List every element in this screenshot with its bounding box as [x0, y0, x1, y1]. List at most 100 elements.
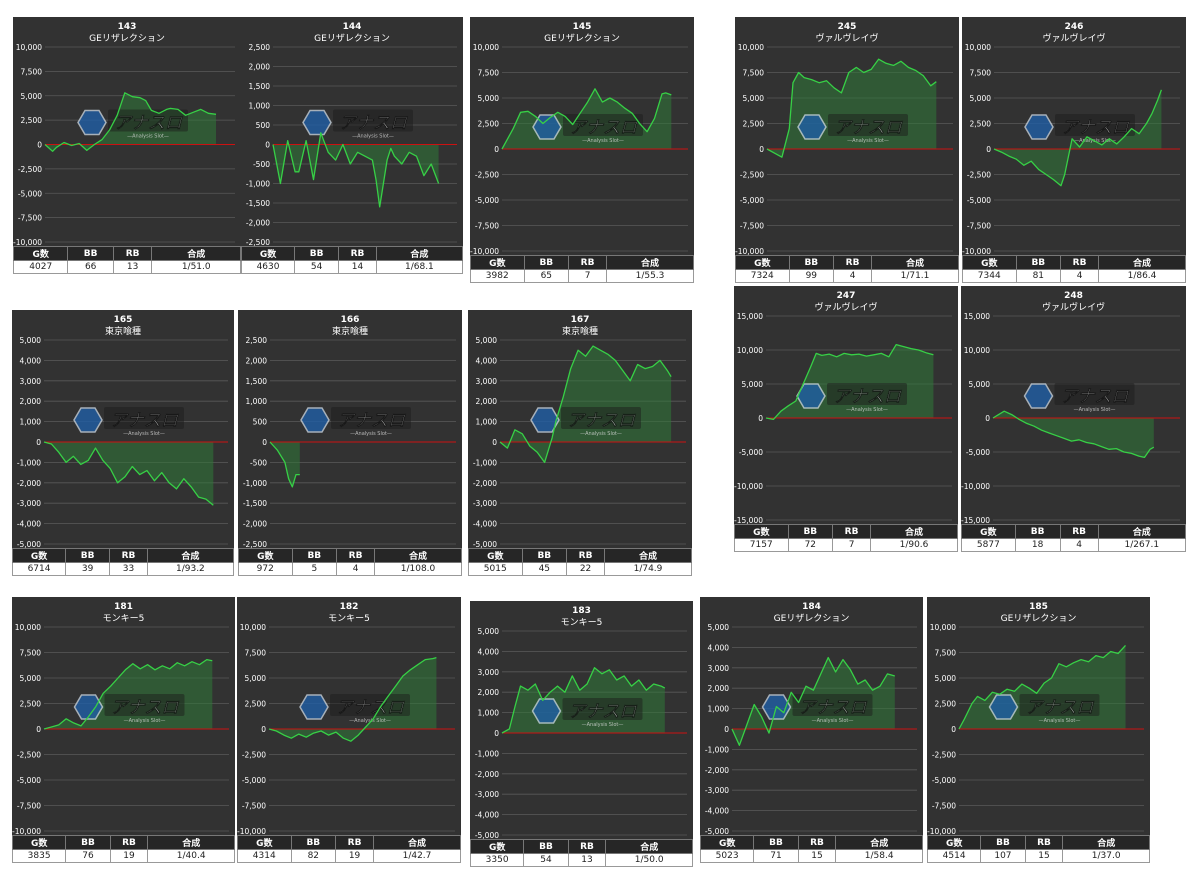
- machine-name: GEリザレクション: [544, 33, 620, 44]
- y-tick-label: -2,500: [967, 171, 991, 180]
- y-tick-label: 10,000: [738, 43, 764, 52]
- watermark-tagline: —Analysis Slot—: [812, 718, 854, 724]
- series-line: [501, 667, 666, 734]
- stats-table: G数 BB RB 合成 5015 45 22 1/74.9: [468, 548, 692, 576]
- stats-header-rb: RB: [797, 835, 837, 850]
- stats-header-rb: RB: [112, 246, 153, 261]
- stats-header-bb: BB: [523, 255, 570, 270]
- y-tick-label: -7,500: [740, 222, 764, 231]
- y-tick-label: 5,000: [20, 674, 42, 683]
- y-tick-label: -5,000: [475, 196, 499, 205]
- series-line: [958, 644, 1126, 730]
- y-tick-label: -2,000: [246, 219, 270, 228]
- stats-header-bb: BB: [290, 835, 337, 850]
- series-area: [273, 132, 439, 207]
- watermark-brand: アナスロ: [111, 698, 180, 718]
- y-tick-label: -10,000: [13, 238, 42, 246]
- stats-value-games: 4027: [12, 260, 69, 274]
- stats-header-ratio: 合成: [606, 255, 694, 270]
- stats-value-games: 5015: [468, 562, 523, 576]
- y-tick-label: 2,500: [249, 43, 271, 52]
- stats-header-games: G数: [962, 255, 1017, 270]
- series-area: [500, 346, 672, 463]
- stats-value-ratio: 1/108.0: [374, 562, 462, 576]
- y-tick-label: -10,000: [927, 827, 956, 835]
- stats-header-bb: BB: [291, 548, 338, 563]
- y-tick-label: 2,500: [246, 336, 268, 345]
- machine-name: GEリザレクション: [774, 613, 850, 624]
- chart-panel-165: 165 東京喰種 5,000 4,000 3,000 2,000 1,000 0 -1,000 -…: [11, 310, 235, 576]
- y-tick-label: -1,500: [243, 499, 267, 508]
- y-tick-label: 15,000: [737, 312, 763, 321]
- y-tick-label: 3,000: [20, 377, 42, 386]
- stats-table: G数 BB RB 合成 972 5 4 1/108.0: [238, 548, 462, 576]
- watermark-logo: アナスロ—Analysis Slot—: [300, 407, 411, 437]
- unit-number: 246: [1065, 22, 1084, 32]
- series-area: [269, 657, 437, 742]
- stats-header-games: G数: [237, 835, 292, 850]
- stats-value-rb: 4: [1059, 538, 1099, 552]
- y-tick-label: 7,500: [21, 67, 43, 76]
- stats-header-bb: BB: [65, 835, 111, 850]
- stats-header-games: G数: [11, 835, 67, 850]
- y-tick-label: 0: [37, 141, 42, 150]
- stats-table: G数 BB RB 合成 7157 72 7 1/90.6: [734, 524, 958, 552]
- watermark-tagline: —Analysis Slot—: [350, 431, 392, 437]
- y-tick-label: 5,000: [21, 92, 43, 101]
- y-tick-label: -10,000: [237, 827, 266, 835]
- stats-value-rb: 14: [338, 260, 377, 274]
- stats-table: G数 BB RB 合成 4514 107 15 1/37.0: [926, 835, 1150, 863]
- y-tick-label: -1,000: [246, 180, 270, 189]
- stats-value-bb: 99: [788, 269, 835, 283]
- stats-header-rb: RB: [833, 255, 873, 270]
- watermark-logo: アナスロ—Analysis Slot—: [761, 694, 873, 724]
- series-line: [269, 441, 300, 488]
- y-tick-label: 10,000: [15, 623, 41, 632]
- stats-value-rb: 22: [566, 562, 606, 576]
- stats-value-bb: 39: [65, 562, 111, 576]
- unit-number: 144: [343, 22, 362, 32]
- stats-table: G数 BB RB 合成 7344 81 4 1/86.4: [962, 255, 1186, 283]
- watermark-tagline: —Analysis Slot—: [349, 718, 391, 724]
- stats-value-rb: 15: [1024, 849, 1064, 863]
- watermark-logo: アナスロ—Analysis Slot—: [299, 694, 410, 724]
- stats-value-games: 5023: [699, 849, 755, 863]
- y-tick-label: 2,500: [245, 700, 267, 709]
- stats-value-bb: 54: [523, 853, 569, 867]
- y-tick-label: 5,000: [743, 94, 765, 103]
- watermark-brand: アナスロ: [1061, 118, 1130, 138]
- series-line: [992, 410, 1155, 459]
- stats-value-bb: 82: [290, 849, 337, 863]
- chart-panel-143: 143 GEリザレクション 10,000 7,500 5,000 2,500 0 -2,500…: [12, 17, 241, 274]
- machine-name: GEリザレクション: [314, 33, 390, 44]
- chart-panel-246: 246 ヴァルヴレイヴ 10,000 7,500 5,000 2,500 0 -2,500 -5…: [962, 17, 1186, 283]
- stats-header-games: G数: [468, 548, 523, 563]
- machine-name: モンキー5: [103, 614, 145, 624]
- series-line: [731, 656, 895, 746]
- stats-header-bb: BB: [788, 255, 835, 270]
- hexagon-icon: [300, 407, 330, 433]
- unit-number: 182: [340, 602, 359, 612]
- stats-value-games: 7344: [962, 269, 1017, 283]
- stats-header-rb: RB: [109, 548, 148, 563]
- watermark-logo: アナスロ—Analysis Slot—: [797, 114, 908, 144]
- stats-value-games: 4314: [237, 849, 292, 863]
- watermark-logo: アナスロ—Analysis Slot—: [988, 694, 1100, 724]
- watermark-brand: アナスロ: [834, 118, 903, 138]
- stats-value-bb: 66: [67, 260, 114, 274]
- stats-value-bb: 81: [1015, 269, 1062, 283]
- stats-value-games: 972: [238, 562, 293, 576]
- watermark-logo: アナスロ—Analysis Slot—: [77, 109, 188, 140]
- hexagon-icon: [796, 383, 826, 409]
- y-tick-label: -15,000: [961, 516, 990, 524]
- series-line: [501, 88, 672, 150]
- y-tick-label: -2,500: [246, 238, 270, 246]
- y-tick-label: -5,000: [242, 776, 266, 785]
- stats-value-games: 7157: [734, 538, 789, 552]
- stats-table: G数 BB RB 合成 3350 54 13 1/50.0: [469, 839, 693, 867]
- watermark-brand: アナスロ: [799, 698, 868, 718]
- hexagon-icon: [302, 109, 332, 136]
- stats-value-bb: 76: [65, 849, 111, 863]
